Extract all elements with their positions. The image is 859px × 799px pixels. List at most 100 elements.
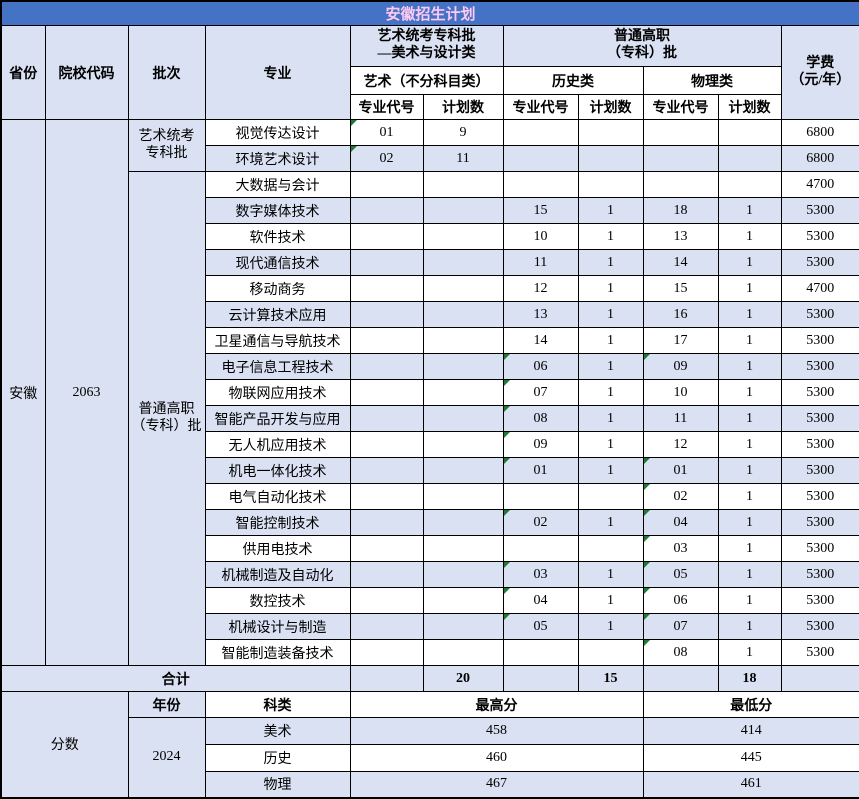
- cell-major: 电子信息工程技术: [204, 353, 351, 380]
- cell-art-code: [349, 457, 424, 484]
- cell-phys-count: 1: [717, 483, 782, 510]
- cell-fee: 5300: [780, 197, 859, 224]
- col-header-art-count: 计划数: [422, 94, 504, 120]
- cell-phys-code: 12: [642, 431, 719, 458]
- text-format-indicator-icon: [351, 120, 357, 126]
- text-format-indicator-icon: [644, 614, 650, 620]
- cell-hist-code: 09: [502, 431, 579, 458]
- cell-major: 机械制造及自动化: [204, 561, 351, 588]
- text-format-indicator-icon: [644, 562, 650, 568]
- scores-section-label: 分数: [0, 691, 129, 798]
- scores-year-value: 2024: [127, 717, 206, 798]
- plan-row: 数控技术 04 1 06 1 5300: [1, 587, 859, 614]
- cell-art-count: [422, 223, 504, 250]
- cell-batch: 普通高职 （专科）批: [127, 171, 206, 666]
- plan-row: 移动商务 12 1 15 1 4700: [1, 275, 859, 302]
- cell-hist-count: 1: [577, 457, 644, 484]
- text-format-indicator-icon: [504, 510, 510, 516]
- plan-row: 电气自动化技术 02 1 5300: [1, 483, 859, 510]
- cell-hist-count: [577, 535, 644, 562]
- cell-phys-count: 1: [717, 639, 782, 666]
- cell-hist-code: [502, 119, 579, 146]
- cell-phys-code: 06: [642, 587, 719, 614]
- text-format-indicator-icon: [644, 354, 650, 360]
- text-format-indicator-icon: [504, 354, 510, 360]
- cell-major: 机电一体化技术: [204, 457, 351, 484]
- cell-fee: 5300: [780, 639, 859, 666]
- cell-major: 电气自动化技术: [204, 483, 351, 510]
- cell-college-code: 2063: [44, 119, 129, 666]
- totals-hist-code-empty: [502, 665, 579, 692]
- cell-phys-count: 1: [717, 353, 782, 380]
- col-header-hist-count: 计划数: [577, 94, 644, 120]
- plan-row: 云计算技术应用 13 1 16 1 5300: [1, 301, 859, 328]
- cell-art-code: [349, 197, 424, 224]
- cell-art-code: [349, 249, 424, 276]
- text-format-indicator-icon: [504, 588, 510, 594]
- cell-fee: 4700: [780, 171, 859, 198]
- scores-max-header: 最高分: [349, 691, 644, 718]
- cell-art-code: [349, 353, 424, 380]
- plan-row: 现代通信技术 11 1 14 1 5300: [1, 249, 859, 276]
- cell-phys-code: 13: [642, 223, 719, 250]
- cell-art-count: [422, 405, 504, 432]
- cell-art-count: [422, 587, 504, 614]
- cell-phys-count: [717, 119, 782, 146]
- cell-hist-code: 14: [502, 327, 579, 354]
- cell-phys-code: 10: [642, 379, 719, 406]
- plan-row: 普通高职 （专科）批 大数据与会计 4700: [1, 171, 859, 666]
- cell-art-count: 9: [422, 119, 504, 146]
- cell-major: 软件技术: [204, 223, 351, 250]
- cell-batch: 艺术统考 专科批: [127, 119, 206, 172]
- plan-row: 安徽 2063 艺术统考 专科批 视觉传达设计 01 9 6800: [0, 119, 859, 666]
- text-format-indicator-icon: [644, 484, 650, 490]
- cell-phys-code: [642, 119, 719, 146]
- cell-major: 供用电技术: [204, 535, 351, 562]
- totals-row: 合计 20 15 18: [0, 665, 859, 692]
- cell-fee: 5300: [780, 457, 859, 484]
- text-format-indicator-icon: [644, 640, 650, 646]
- cell-art-count: [422, 249, 504, 276]
- plan-row: 数字媒体技术 15 1 18 1 5300: [1, 197, 859, 224]
- cell-fee: 5300: [780, 535, 859, 562]
- group-header-vocational-batch: 普通高职 （专科）批: [502, 25, 782, 67]
- cell-phys-code: 05: [642, 561, 719, 588]
- cell-major: 现代通信技术: [204, 249, 351, 276]
- text-format-indicator-icon: [504, 562, 510, 568]
- cell-hist-code: 15: [502, 197, 579, 224]
- score-min: 414: [642, 717, 859, 745]
- cell-phys-code: 17: [642, 327, 719, 354]
- cell-phys-code: 11: [642, 405, 719, 432]
- cell-phys-count: 1: [717, 223, 782, 250]
- cell-art-count: [422, 457, 504, 484]
- totals-phys-code-empty: [642, 665, 719, 692]
- cell-art-count: [422, 509, 504, 536]
- cell-hist-code: 10: [502, 223, 579, 250]
- cell-fee: 5300: [780, 379, 859, 406]
- cell-fee: 5300: [780, 301, 859, 328]
- plan-row: 机械设计与制造 05 1 07 1 5300: [1, 613, 859, 640]
- col-header-hist-code: 专业代号: [502, 94, 579, 120]
- cell-hist-code: 01: [502, 457, 579, 484]
- cell-major: 无人机应用技术: [204, 431, 351, 458]
- cell-phys-count: 1: [717, 379, 782, 406]
- cell-hist-code: 03: [502, 561, 579, 588]
- cell-phys-count: 1: [717, 275, 782, 302]
- plan-row: 无人机应用技术 09 1 12 1 5300: [1, 431, 859, 458]
- page-title: 安徽招生计划: [0, 0, 859, 26]
- score-subject: 历史: [204, 744, 351, 772]
- cell-phys-code: 07: [642, 613, 719, 640]
- cell-hist-count: 1: [577, 379, 644, 406]
- col-header-phys-count: 计划数: [717, 94, 782, 120]
- cell-hist-code: [502, 535, 579, 562]
- score-min: 445: [642, 744, 859, 772]
- col-header-batch: 批次: [127, 25, 206, 120]
- col-header-major: 专业: [204, 25, 351, 120]
- cell-art-code: [349, 379, 424, 406]
- totals-art-code-empty: [349, 665, 424, 692]
- cell-province: 安徽: [0, 119, 46, 666]
- cell-fee: 5300: [780, 561, 859, 588]
- cell-hist-code: 11: [502, 249, 579, 276]
- cell-art-count: [422, 171, 504, 198]
- cell-phys-count: 1: [717, 301, 782, 328]
